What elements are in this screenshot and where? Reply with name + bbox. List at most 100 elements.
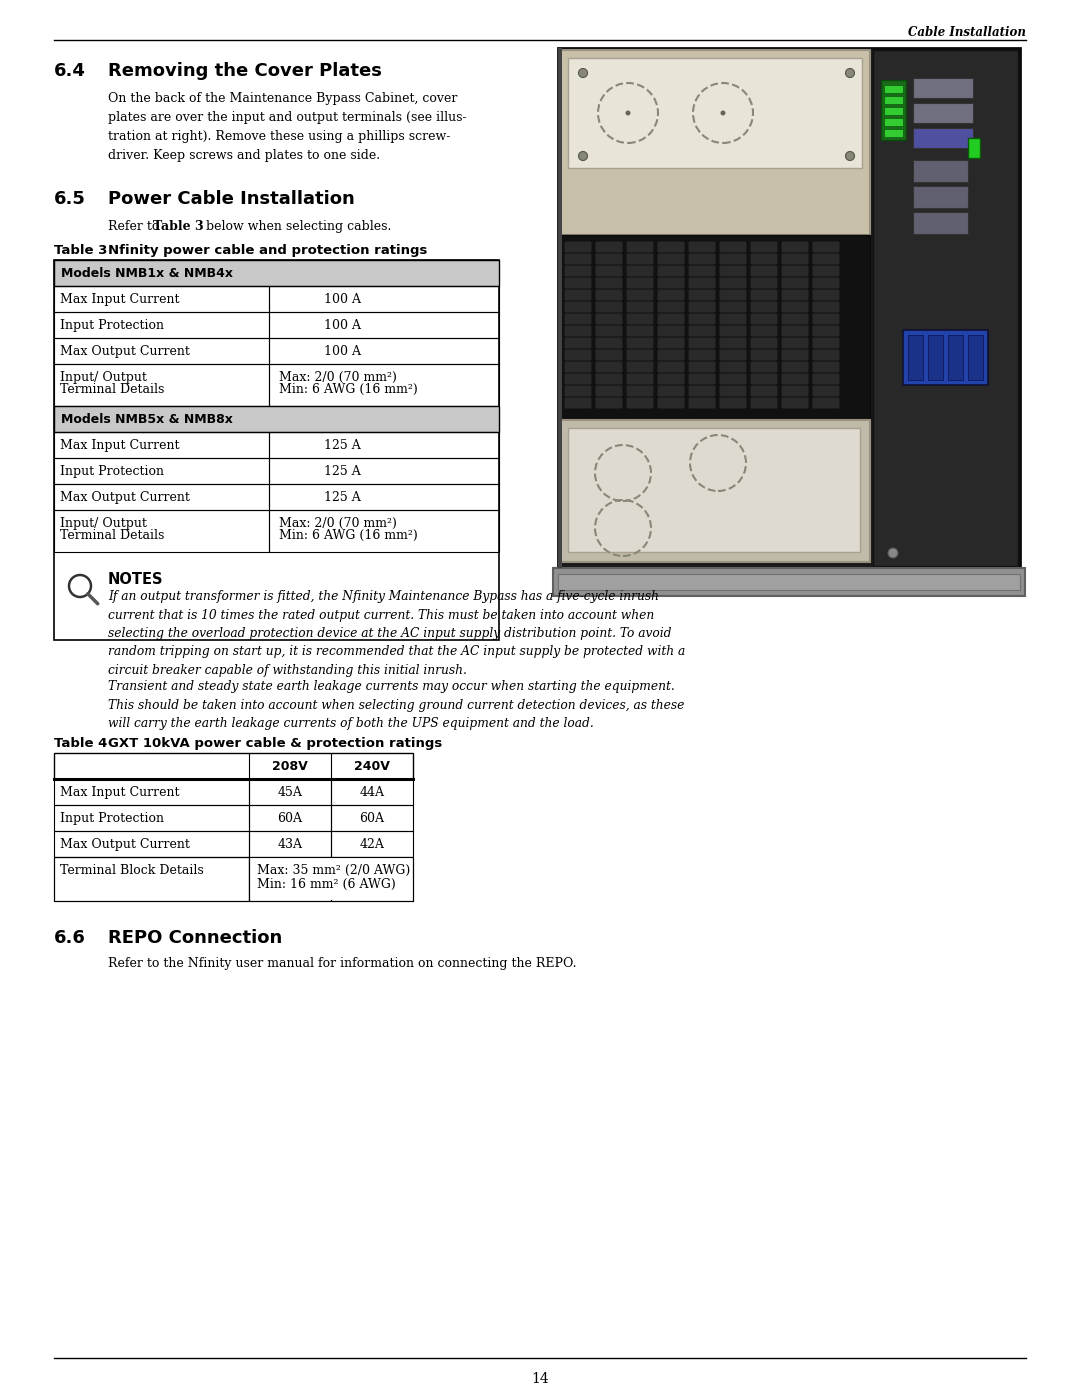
FancyBboxPatch shape	[719, 289, 746, 300]
FancyBboxPatch shape	[658, 313, 685, 324]
FancyBboxPatch shape	[751, 253, 778, 264]
Bar	[913, 186, 968, 208]
FancyBboxPatch shape	[812, 398, 839, 408]
Bar	[913, 161, 968, 182]
FancyBboxPatch shape	[812, 265, 839, 277]
Bar	[269, 432, 499, 458]
FancyBboxPatch shape	[658, 278, 685, 289]
Bar	[885, 117, 903, 126]
FancyBboxPatch shape	[719, 349, 746, 360]
FancyBboxPatch shape	[658, 326, 685, 337]
FancyBboxPatch shape	[595, 278, 622, 289]
FancyBboxPatch shape	[751, 362, 778, 373]
Text: Max Input Current: Max Input Current	[60, 787, 179, 799]
FancyBboxPatch shape	[782, 326, 809, 337]
FancyBboxPatch shape	[565, 242, 592, 253]
Text: Input/ Output: Input/ Output	[60, 517, 147, 529]
Bar	[885, 108, 903, 115]
FancyBboxPatch shape	[595, 349, 622, 360]
Circle shape	[579, 68, 588, 77]
Text: Models NMB1x & NMB4x: Models NMB1x & NMB4x	[60, 267, 233, 279]
FancyBboxPatch shape	[782, 265, 809, 277]
Text: Refer to the Nfinity user manual for information on connecting the REPO.: Refer to the Nfinity user manual for inf…	[108, 957, 577, 970]
Bar	[873, 50, 1018, 566]
FancyBboxPatch shape	[782, 349, 809, 360]
FancyBboxPatch shape	[595, 386, 622, 397]
Text: Max: 35 mm² (2/0 AWG): Max: 35 mm² (2/0 AWG)	[257, 863, 410, 877]
Bar	[54, 856, 249, 901]
FancyBboxPatch shape	[565, 338, 592, 348]
Bar	[885, 129, 903, 137]
FancyBboxPatch shape	[812, 302, 839, 313]
FancyBboxPatch shape	[626, 278, 653, 289]
FancyBboxPatch shape	[595, 302, 622, 313]
Bar	[881, 80, 906, 140]
Text: Terminal Block Details: Terminal Block Details	[60, 863, 204, 877]
Text: Refer to: Refer to	[108, 219, 163, 233]
FancyBboxPatch shape	[812, 386, 839, 397]
Text: 240V: 240V	[354, 760, 390, 773]
FancyBboxPatch shape	[595, 253, 622, 264]
Text: Min: 6 AWG (16 mm²): Min: 6 AWG (16 mm²)	[279, 383, 418, 395]
Text: Table 3: Table 3	[153, 219, 204, 233]
Bar	[269, 286, 499, 312]
Bar	[54, 260, 499, 286]
FancyBboxPatch shape	[782, 313, 809, 324]
FancyBboxPatch shape	[626, 253, 653, 264]
Text: 100 A: 100 A	[324, 345, 361, 358]
Text: 43A: 43A	[278, 838, 302, 851]
Bar	[913, 212, 968, 235]
Circle shape	[720, 110, 726, 116]
FancyBboxPatch shape	[565, 373, 592, 384]
FancyBboxPatch shape	[565, 398, 592, 408]
Bar	[54, 510, 269, 552]
FancyBboxPatch shape	[719, 242, 746, 253]
Bar	[54, 286, 269, 312]
Bar	[54, 780, 249, 805]
Text: NOTES: NOTES	[108, 571, 163, 587]
Bar	[561, 235, 870, 420]
Bar	[968, 335, 983, 380]
Bar	[558, 47, 562, 569]
Bar	[249, 858, 411, 900]
Bar	[54, 407, 499, 432]
Bar	[54, 831, 249, 856]
Bar	[553, 569, 1025, 597]
Bar	[561, 420, 870, 562]
FancyBboxPatch shape	[812, 326, 839, 337]
Bar	[913, 129, 973, 148]
Text: 45A: 45A	[278, 787, 302, 799]
Bar	[948, 335, 963, 380]
FancyBboxPatch shape	[751, 242, 778, 253]
FancyBboxPatch shape	[565, 362, 592, 373]
FancyBboxPatch shape	[658, 289, 685, 300]
Text: Terminal Details: Terminal Details	[60, 529, 164, 542]
Circle shape	[625, 110, 631, 116]
FancyBboxPatch shape	[812, 373, 839, 384]
Text: Transient and steady state earth leakage currents may occur when starting the eq: Transient and steady state earth leakage…	[108, 680, 685, 731]
Text: Input/ Output: Input/ Output	[60, 372, 147, 384]
FancyBboxPatch shape	[689, 313, 715, 324]
FancyBboxPatch shape	[782, 362, 809, 373]
Bar	[249, 856, 330, 901]
FancyBboxPatch shape	[812, 338, 839, 348]
Circle shape	[846, 151, 854, 161]
FancyBboxPatch shape	[689, 373, 715, 384]
FancyBboxPatch shape	[689, 253, 715, 264]
Text: Max: 2/0 (70 mm²): Max: 2/0 (70 mm²)	[279, 372, 396, 384]
Bar	[913, 78, 973, 98]
FancyBboxPatch shape	[658, 242, 685, 253]
FancyBboxPatch shape	[782, 242, 809, 253]
FancyBboxPatch shape	[626, 289, 653, 300]
Bar	[568, 427, 860, 552]
FancyBboxPatch shape	[689, 386, 715, 397]
FancyBboxPatch shape	[782, 302, 809, 313]
FancyBboxPatch shape	[626, 386, 653, 397]
FancyBboxPatch shape	[658, 338, 685, 348]
FancyBboxPatch shape	[658, 398, 685, 408]
FancyBboxPatch shape	[719, 362, 746, 373]
FancyBboxPatch shape	[812, 278, 839, 289]
FancyBboxPatch shape	[812, 289, 839, 300]
FancyBboxPatch shape	[658, 386, 685, 397]
Text: Max Output Current: Max Output Current	[60, 345, 190, 358]
